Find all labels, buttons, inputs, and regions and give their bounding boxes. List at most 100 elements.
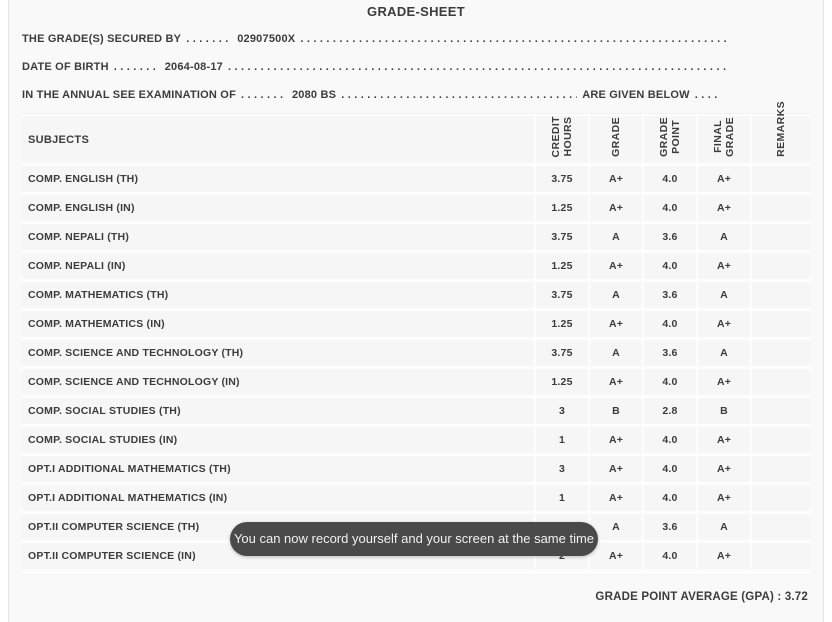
remarks-cell — [752, 369, 810, 395]
table-row: COMP. SCIENCE AND TECHNOLOGY (IN) 1.25 A… — [22, 369, 810, 395]
subject-cell: OPT.I ADDITIONAL MATHEMATICS (TH) — [22, 456, 534, 482]
grade-point-cell: 4.0 — [644, 456, 696, 482]
final-grade-cell: A+ — [698, 543, 750, 569]
subject-cell: COMP. MATHEMATICS (IN) — [22, 311, 534, 337]
rotated-header-text: GRADE — [610, 117, 622, 157]
table-row: COMP. SCIENCE AND TECHNOLOGY (TH) 3.75 A… — [22, 340, 810, 366]
remarks-cell — [752, 514, 810, 540]
grade-point-cell: 4.0 — [644, 427, 696, 453]
final-grade-cell: A+ — [698, 166, 750, 192]
credit-hours-cell: 1.25 — [536, 369, 588, 395]
subject-cell: COMP. NEPALI (IN) — [22, 253, 534, 279]
credit-hours-cell: 3.75 — [536, 340, 588, 366]
grade-cell: A+ — [590, 195, 642, 221]
credit-hours-cell: 3.75 — [536, 224, 588, 250]
grade-cell: A — [590, 282, 642, 308]
table-row: COMP. MATHEMATICS (TH) 3.75 A 3.6 A — [22, 282, 810, 308]
remarks-cell — [752, 456, 810, 482]
rotated-header-text: CREDIT HOURS — [550, 115, 574, 157]
remarks-cell — [752, 166, 810, 192]
table-row: COMP. SOCIAL STUDIES (TH) 3 B 2.8 B — [22, 398, 810, 424]
grade-point-cell: 4.0 — [644, 369, 696, 395]
grade-point-cell: 3.6 — [644, 340, 696, 366]
credit-hours-cell: 1.25 — [536, 195, 588, 221]
grade-cell: A+ — [590, 166, 642, 192]
remarks-cell — [752, 485, 810, 511]
remarks-cell — [752, 282, 810, 308]
grade-sheet-page: GRADE-SHEET THE GRADE(S) SECURED BY . . … — [8, 0, 824, 622]
table-row: OPT.I ADDITIONAL MATHEMATICS (IN) 1 A+ 4… — [22, 485, 810, 511]
remarks-cell — [752, 253, 810, 279]
final-grade-cell: A+ — [698, 369, 750, 395]
final-grade-cell: A — [698, 282, 750, 308]
subject-cell: COMP. SOCIAL STUDIES (IN) — [22, 427, 534, 453]
header-line-grades-secured-by: THE GRADE(S) SECURED BY . . . . . . . . … — [22, 33, 734, 47]
credit-hours-cell: 1.25 — [536, 311, 588, 337]
credit-hours-cell: 3 — [536, 456, 588, 482]
leader-dots: . . . . . . . . . . . . . . . . . . . . … — [186, 33, 232, 45]
final-grade-cell: A+ — [698, 456, 750, 482]
table-row: COMP. ENGLISH (TH) 3.75 A+ 4.0 A+ — [22, 166, 810, 192]
column-header-final-grade: FINAL GRADE — [698, 116, 750, 163]
leader-dots: . . . . . . . . . . . . . . . . . . . . … — [300, 33, 729, 45]
grade-cell: A+ — [590, 543, 642, 569]
table-row: COMP. NEPALI (TH) 3.75 A 3.6 A — [22, 224, 810, 250]
final-grade-cell: A — [698, 514, 750, 540]
grade-cell: A — [590, 340, 642, 366]
line-tail-label: ARE GIVEN BELOW — [582, 89, 690, 101]
column-header-subjects: SUBJECTS — [22, 116, 534, 163]
grade-cell: A+ — [590, 253, 642, 279]
subject-cell: COMP. NEPALI (TH) — [22, 224, 534, 250]
header-line-examination-year: IN THE ANNUAL SEE EXAMINATION OF . . . .… — [22, 89, 734, 103]
leader-dots: . . . . . . . . . . . . . . . . . . . . … — [341, 89, 577, 101]
date-of-birth-value: 2064-08-17 — [164, 61, 224, 73]
grade-cell: B — [590, 398, 642, 424]
line-label: DATE OF BIRTH — [22, 61, 109, 73]
column-header-grade: GRADE — [590, 116, 642, 163]
final-grade-cell: A+ — [698, 253, 750, 279]
grade-cell: A — [590, 224, 642, 250]
subject-cell: COMP. ENGLISH (IN) — [22, 195, 534, 221]
gpa-summary: GRADE POINT AVERAGE (GPA) : 3.72 — [595, 591, 808, 603]
credit-hours-cell: 3.75 — [536, 282, 588, 308]
grade-cell: A+ — [590, 311, 642, 337]
subject-cell: OPT.I ADDITIONAL MATHEMATICS (IN) — [22, 485, 534, 511]
column-header-grade-point: GRADE POINT — [644, 116, 696, 163]
rotated-header-text: REMARKS — [775, 101, 787, 157]
grade-cell: A+ — [590, 427, 642, 453]
subject-cell: COMP. SCIENCE AND TECHNOLOGY (IN) — [22, 369, 534, 395]
line-label: THE GRADE(S) SECURED BY — [22, 33, 182, 45]
subject-cell: COMP. MATHEMATICS (TH) — [22, 282, 534, 308]
table-row: COMP. MATHEMATICS (IN) 1.25 A+ 4.0 A+ — [22, 311, 810, 337]
rotated-header-text: FINAL GRADE — [712, 117, 736, 157]
credit-hours-cell: 1 — [536, 427, 588, 453]
remarks-cell — [752, 311, 810, 337]
rotated-header-text: GRADE POINT — [658, 117, 682, 157]
final-grade-cell: A+ — [698, 195, 750, 221]
column-header-credit-hours: CREDIT HOURS — [536, 116, 588, 163]
grade-point-cell: 4.0 — [644, 543, 696, 569]
grade-point-cell: 4.0 — [644, 253, 696, 279]
header-line-date-of-birth: DATE OF BIRTH . . . . . . . . . . . . . … — [22, 61, 734, 75]
subject-cell: COMP. ENGLISH (TH) — [22, 166, 534, 192]
subject-cell: COMP. SCIENCE AND TECHNOLOGY (TH) — [22, 340, 534, 366]
column-header-remarks: REMARKS — [752, 101, 810, 163]
screen-recording-toast: You can now record yourself and your scr… — [230, 522, 598, 556]
line-label: IN THE ANNUAL SEE EXAMINATION OF — [22, 89, 236, 101]
remarks-cell — [752, 340, 810, 366]
grade-point-cell: 4.0 — [644, 485, 696, 511]
leader-dots: . . . . . . . . . . . . . . . . . . . . … — [240, 89, 287, 101]
remarks-cell — [752, 195, 810, 221]
table-row: COMP. NEPALI (IN) 1.25 A+ 4.0 A+ — [22, 253, 810, 279]
table-row: COMP. SOCIAL STUDIES (IN) 1 A+ 4.0 A+ — [22, 427, 810, 453]
final-grade-cell: A+ — [698, 311, 750, 337]
grade-cell: A+ — [590, 456, 642, 482]
remarks-cell — [752, 224, 810, 250]
remarks-cell — [752, 427, 810, 453]
symbol-number-value: 02907500X — [237, 33, 296, 45]
grade-point-cell: 2.8 — [644, 398, 696, 424]
final-grade-cell: A+ — [698, 485, 750, 511]
grade-point-cell: 4.0 — [644, 166, 696, 192]
final-grade-cell: B — [698, 398, 750, 424]
leader-dots: . . . . . . . . . . . . . . . . . . . . … — [694, 89, 719, 101]
